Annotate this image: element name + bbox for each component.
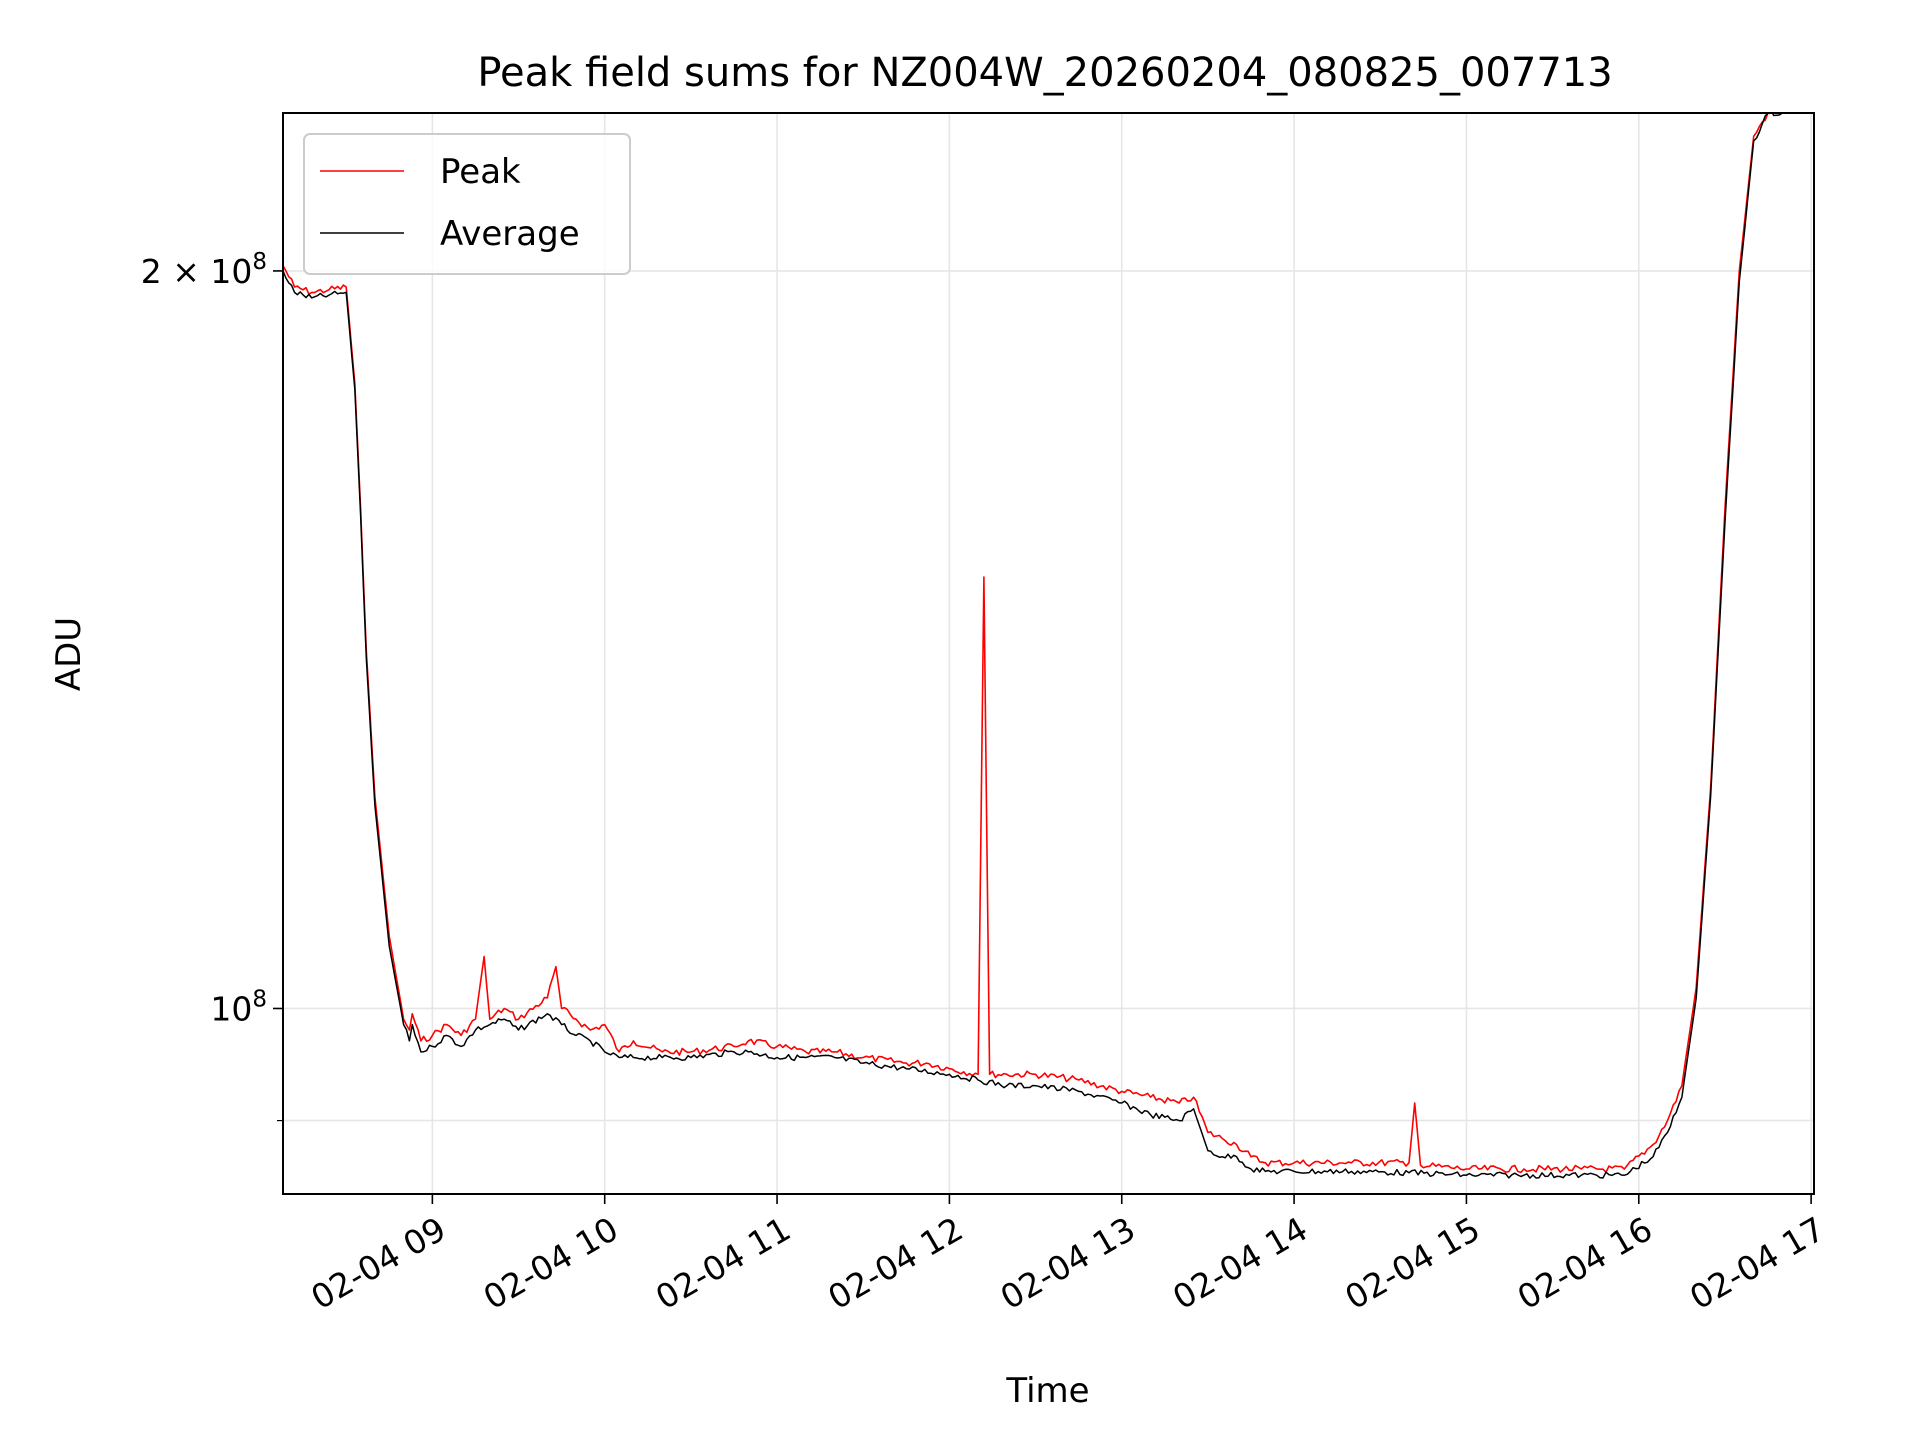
plot-frame: [282, 112, 1815, 1195]
y-tick-label-base: 10: [210, 989, 252, 1028]
x-axis-label: Time: [1005, 1371, 1089, 1411]
series-line-peak: [283, 113, 1783, 1174]
y-tick-label-exponent: 8: [252, 249, 267, 275]
series-group: [283, 113, 1783, 1179]
legend-label-peak: Peak: [440, 152, 521, 192]
y-tick-label-exponent: 8: [252, 986, 267, 1012]
y-tick-label: 2 × 108: [141, 249, 267, 291]
legend-box: [303, 133, 631, 275]
y-axis-label: ADU: [49, 617, 89, 691]
y-tick-label: 108: [210, 986, 267, 1028]
grid: [283, 113, 1814, 1194]
legend: Peak Average: [303, 133, 631, 275]
series-line-average: [283, 113, 1783, 1179]
legend-label-average: Average: [440, 214, 580, 254]
y-tick-label-base: 2 × 10: [141, 252, 253, 291]
chart-title: Peak field sums for NZ004W_20260204_0808…: [477, 50, 1612, 96]
